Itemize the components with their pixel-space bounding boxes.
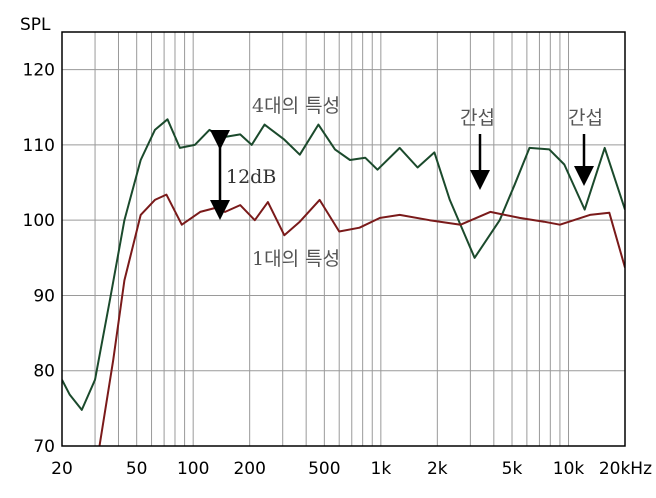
plot-lines: [62, 118, 625, 446]
y-tick-label: 90: [33, 286, 55, 306]
y-tick-label: 70: [33, 437, 55, 457]
y-tick-label: 100: [23, 211, 55, 231]
x-tick-label: 20: [51, 459, 73, 479]
series-label: 4대의 특성: [252, 95, 340, 117]
x-tick-label: 100: [177, 459, 209, 479]
x-tick-label: 500: [308, 459, 340, 479]
y-tick-label: 80: [33, 362, 55, 382]
x-tick-label: 1k: [371, 459, 392, 479]
plot-frame: [61, 31, 626, 447]
x-tick-label: 2k: [427, 459, 448, 479]
x-tick-label: 20kHz: [599, 459, 652, 479]
y-axis-label: SPL: [20, 15, 51, 35]
annotation: 간섭: [460, 107, 495, 129]
x-tick-label: 200: [233, 459, 265, 479]
series-line: [62, 118, 625, 411]
x-tick-label: 50: [126, 459, 148, 479]
series-line: [98, 193, 625, 446]
annotation: 12dB: [226, 166, 276, 188]
grid: [61, 32, 626, 447]
y-tick-label: 120: [23, 61, 55, 81]
annotation: 간섭: [568, 107, 603, 129]
series-label: 1대의 특성: [252, 248, 340, 270]
x-tick-label: 5k: [502, 459, 523, 479]
x-tick-label: 10k: [553, 459, 585, 479]
y-tick-label: 110: [23, 136, 55, 156]
